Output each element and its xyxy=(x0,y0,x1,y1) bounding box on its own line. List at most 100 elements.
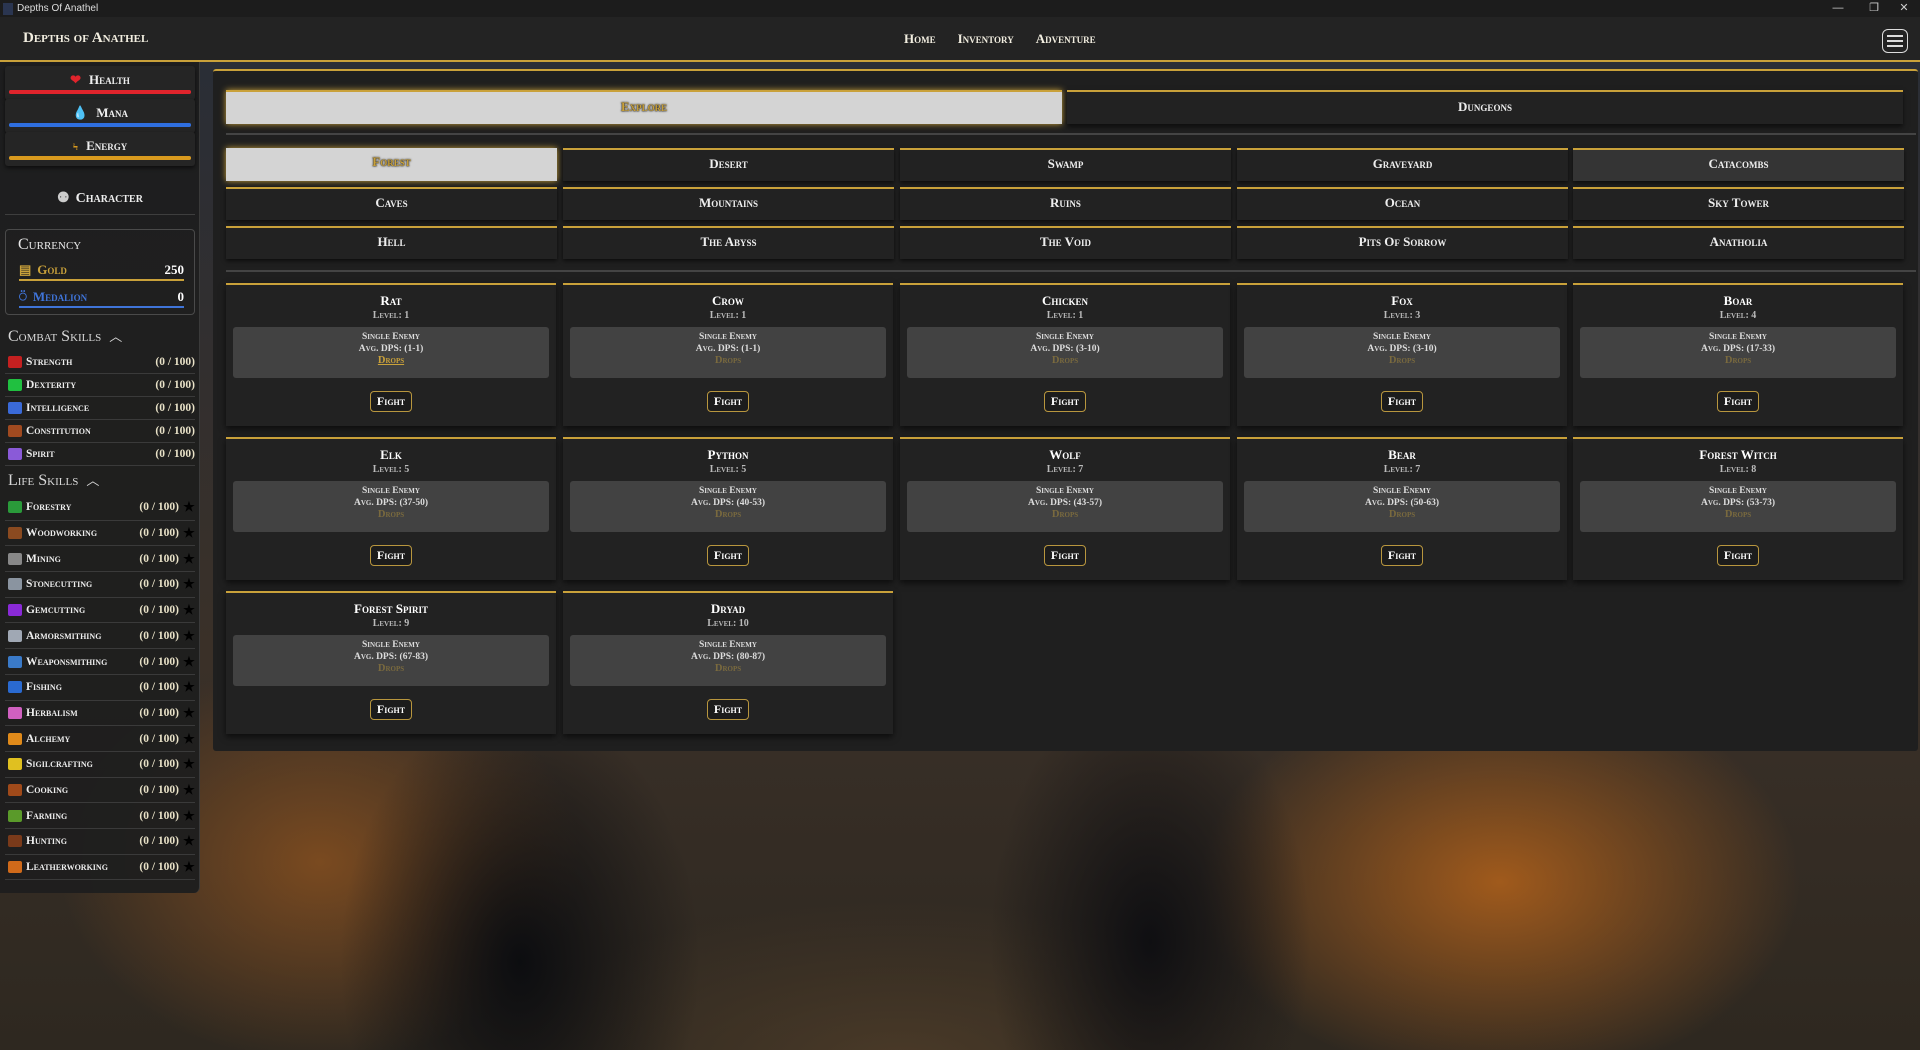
location-hell[interactable]: Hell xyxy=(226,226,557,259)
star-icon[interactable]: ★ xyxy=(183,550,195,566)
star-icon[interactable]: ★ xyxy=(183,576,195,592)
coins-icon: ▤ xyxy=(19,262,32,277)
star-icon[interactable]: ★ xyxy=(183,679,195,695)
skill-row-woodworking[interactable]: Woodworking (0 / 100) ★ xyxy=(5,521,195,547)
skill-row-spirit[interactable]: Spirit (0 / 100) xyxy=(5,443,195,466)
drops-link[interactable]: Drops xyxy=(714,663,742,674)
star-icon[interactable]: ★ xyxy=(183,627,195,643)
location-ruins[interactable]: Ruins xyxy=(900,187,1231,220)
skill-row-strength[interactable]: Strength (0 / 100) xyxy=(5,351,195,374)
location-anatholia[interactable]: Anatholia xyxy=(1573,226,1904,259)
star-icon[interactable]: ★ xyxy=(183,525,195,541)
star-icon[interactable]: ★ xyxy=(183,499,195,515)
fight-button[interactable]: Fight xyxy=(706,699,750,720)
fight-button[interactable]: Fight xyxy=(706,545,750,566)
drops-link[interactable]: Drops xyxy=(1388,509,1416,520)
chevron-up-icon[interactable]: ︿ xyxy=(109,329,123,344)
life-skills-header[interactable]: Life Skills ︿ xyxy=(8,470,99,490)
monster-info: Single Enemy Avg. DPS: (3-10) Drops xyxy=(1244,327,1560,378)
fight-button[interactable]: Fight xyxy=(1380,391,1424,412)
fight-button[interactable]: Fight xyxy=(369,391,413,412)
drops-link[interactable]: Drops xyxy=(714,509,742,520)
stat-mana[interactable]: 💧 Mana xyxy=(5,99,195,133)
skill-row-herbalism[interactable]: Herbalism (0 / 100) ★ xyxy=(5,701,195,727)
skill-row-cooking[interactable]: Cooking (0 / 100) ★ xyxy=(5,778,195,804)
location-desert[interactable]: Desert xyxy=(563,148,894,181)
skill-row-armorsmithing[interactable]: Armorsmithing (0 / 100) ★ xyxy=(5,624,195,650)
star-icon[interactable]: ★ xyxy=(183,782,195,798)
character-button[interactable]: ⚉ Character xyxy=(5,190,195,215)
chevron-up-icon[interactable]: ︿ xyxy=(86,473,100,488)
nav-home[interactable]: Home xyxy=(904,31,936,46)
stat-energy[interactable]: ϟ Energy xyxy=(5,132,195,166)
fight-button[interactable]: Fight xyxy=(706,391,750,412)
location-pits-of-sorrow[interactable]: Pits Of Sorrow xyxy=(1237,226,1568,259)
stat-health[interactable]: ❤ Health xyxy=(5,66,195,100)
combat-skills-header[interactable]: Combat Skills ︿ xyxy=(8,326,122,346)
enemy-type: Single Enemy xyxy=(699,486,757,496)
monster-level: Level: 5 xyxy=(709,464,747,475)
minimize-button[interactable]: — xyxy=(1832,2,1844,14)
skill-row-mining[interactable]: Mining (0 / 100) ★ xyxy=(5,546,195,573)
location-ocean[interactable]: Ocean xyxy=(1237,187,1568,220)
star-icon[interactable]: ★ xyxy=(183,833,195,849)
drops-link[interactable]: Drops xyxy=(377,663,405,674)
location-the-abyss[interactable]: The Abyss xyxy=(563,226,894,259)
star-icon[interactable]: ★ xyxy=(183,602,195,618)
skill-row-stonecutting[interactable]: Stonecutting (0 / 100) ★ xyxy=(5,572,195,598)
maximize-button[interactable]: ❐ xyxy=(1869,2,1879,14)
monster-name: Fox xyxy=(1391,293,1413,308)
location-caves[interactable]: Caves xyxy=(226,187,557,220)
drops-link[interactable]: Drops xyxy=(1388,355,1416,366)
tab-explore[interactable]: Explore xyxy=(226,90,1062,124)
hamburger-menu-button[interactable] xyxy=(1882,29,1908,53)
skill-progress: (0 / 100) xyxy=(139,681,179,694)
skill-row-dexterity[interactable]: Dexterity (0 / 100) xyxy=(5,374,195,397)
tab-dungeons[interactable]: Dungeons xyxy=(1067,90,1903,124)
fight-button[interactable]: Fight xyxy=(1043,391,1087,412)
location-catacombs[interactable]: Catacombs xyxy=(1573,148,1904,181)
skill-row-alchemy[interactable]: Alchemy (0 / 100) ★ xyxy=(5,726,195,752)
location-graveyard[interactable]: Graveyard xyxy=(1237,148,1568,181)
drops-link[interactable]: Drops xyxy=(1724,509,1752,520)
fight-button[interactable]: Fight xyxy=(369,699,413,720)
star-icon[interactable]: ★ xyxy=(183,653,195,669)
skill-row-constitution[interactable]: Constitution (0 / 100) xyxy=(5,420,195,443)
star-icon[interactable]: ★ xyxy=(183,756,195,772)
fight-button[interactable]: Fight xyxy=(1716,545,1760,566)
fight-button[interactable]: Fight xyxy=(1716,391,1760,412)
location-sky-tower[interactable]: Sky Tower xyxy=(1573,187,1904,220)
skill-row-gemcutting[interactable]: Gemcutting (0 / 100) ★ xyxy=(5,598,195,624)
skill-row-forestry[interactable]: Forestry (0 / 100) ★ xyxy=(5,495,195,521)
star-icon[interactable]: ★ xyxy=(183,704,195,720)
skill-row-intelligence[interactable]: Intelligence (0 / 100) xyxy=(5,397,195,420)
skill-row-fishing[interactable]: Fishing (0 / 100) ★ xyxy=(5,675,195,701)
drops-link[interactable]: Drops xyxy=(1051,509,1079,520)
drops-link[interactable]: Drops xyxy=(377,355,405,366)
location-swamp[interactable]: Swamp xyxy=(900,148,1231,181)
location-mountains[interactable]: Mountains xyxy=(563,187,894,220)
fight-button[interactable]: Fight xyxy=(1043,545,1087,566)
skill-row-farming[interactable]: Farming (0 / 100) ★ xyxy=(5,803,195,830)
nav-inventory[interactable]: Inventory xyxy=(957,31,1014,46)
weaponsmithing-icon xyxy=(8,655,22,668)
skill-progress: (0 / 100) xyxy=(155,356,195,368)
skill-row-sigilcrafting[interactable]: Sigilcrafting (0 / 100) ★ xyxy=(5,752,195,778)
drops-link[interactable]: Drops xyxy=(1051,355,1079,366)
fight-button[interactable]: Fight xyxy=(369,545,413,566)
nav-adventure[interactable]: Adventure xyxy=(1035,31,1096,46)
skill-row-leatherworking[interactable]: Leatherworking (0 / 100) ★ xyxy=(5,855,195,881)
drops-link[interactable]: Drops xyxy=(1724,355,1752,366)
skill-row-hunting[interactable]: Hunting (0 / 100) ★ xyxy=(5,829,195,855)
drops-link[interactable]: Drops xyxy=(377,509,405,520)
drops-link[interactable]: Drops xyxy=(714,355,742,366)
close-button[interactable]: ✕ xyxy=(1899,2,1909,14)
fight-button[interactable]: Fight xyxy=(1380,545,1424,566)
star-icon[interactable]: ★ xyxy=(183,730,195,746)
star-icon[interactable]: ★ xyxy=(183,807,195,823)
location-the-void[interactable]: The Void xyxy=(900,226,1231,259)
skill-row-weaponsmithing[interactable]: Weaponsmithing (0 / 100) ★ xyxy=(5,649,195,675)
location-forest[interactable]: Forest xyxy=(226,148,557,181)
star-icon[interactable]: ★ xyxy=(183,859,195,875)
monster-name: Forest Spirit xyxy=(354,601,428,616)
